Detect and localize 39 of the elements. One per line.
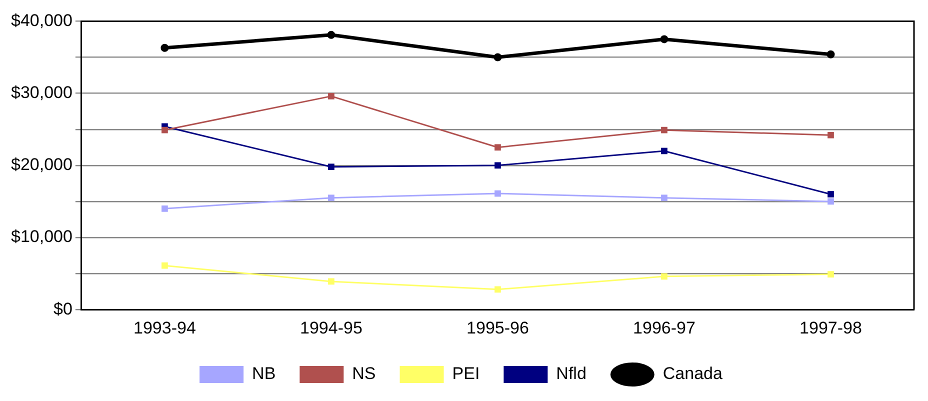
- point: [494, 162, 501, 169]
- x-tick-label: 1996-97: [633, 318, 696, 338]
- y-tick-label: $0: [54, 299, 72, 318]
- legend-label: NS: [352, 364, 376, 384]
- legend-label: Canada: [662, 364, 723, 384]
- legend-label: NB: [252, 364, 276, 384]
- point: [826, 50, 835, 58]
- point: [328, 194, 334, 202]
- point: [828, 132, 834, 138]
- y-tick-label: $20,000: [11, 155, 72, 174]
- point: [328, 93, 334, 100]
- x-tick-label: 1994-95: [300, 318, 362, 338]
- legend-label: PEI: [452, 364, 480, 384]
- point: [494, 286, 501, 293]
- point: [661, 273, 668, 280]
- point: [660, 35, 668, 44]
- point: [328, 164, 334, 170]
- y-tick-label: $10,000: [11, 227, 72, 246]
- x-tick-label: 1997-98: [800, 318, 862, 338]
- y-tick-label: $40,000: [11, 10, 72, 30]
- x-tick-label: 1993-94: [134, 318, 196, 338]
- point: [661, 126, 668, 134]
- point: [661, 148, 668, 154]
- point: [494, 144, 501, 151]
- point: [162, 262, 168, 269]
- point: [327, 30, 336, 39]
- x-tick-label: 1995-96: [466, 318, 529, 338]
- point: [828, 271, 834, 278]
- point: [828, 191, 834, 198]
- point: [162, 126, 168, 134]
- point: [160, 44, 169, 52]
- point: [328, 278, 334, 285]
- point: [162, 205, 168, 212]
- point: [828, 198, 834, 205]
- point: [661, 194, 668, 202]
- y-tick-label: $30,000: [11, 82, 72, 102]
- legend-label: Nfld: [556, 364, 586, 384]
- point: [494, 53, 502, 62]
- point: [494, 190, 501, 197]
